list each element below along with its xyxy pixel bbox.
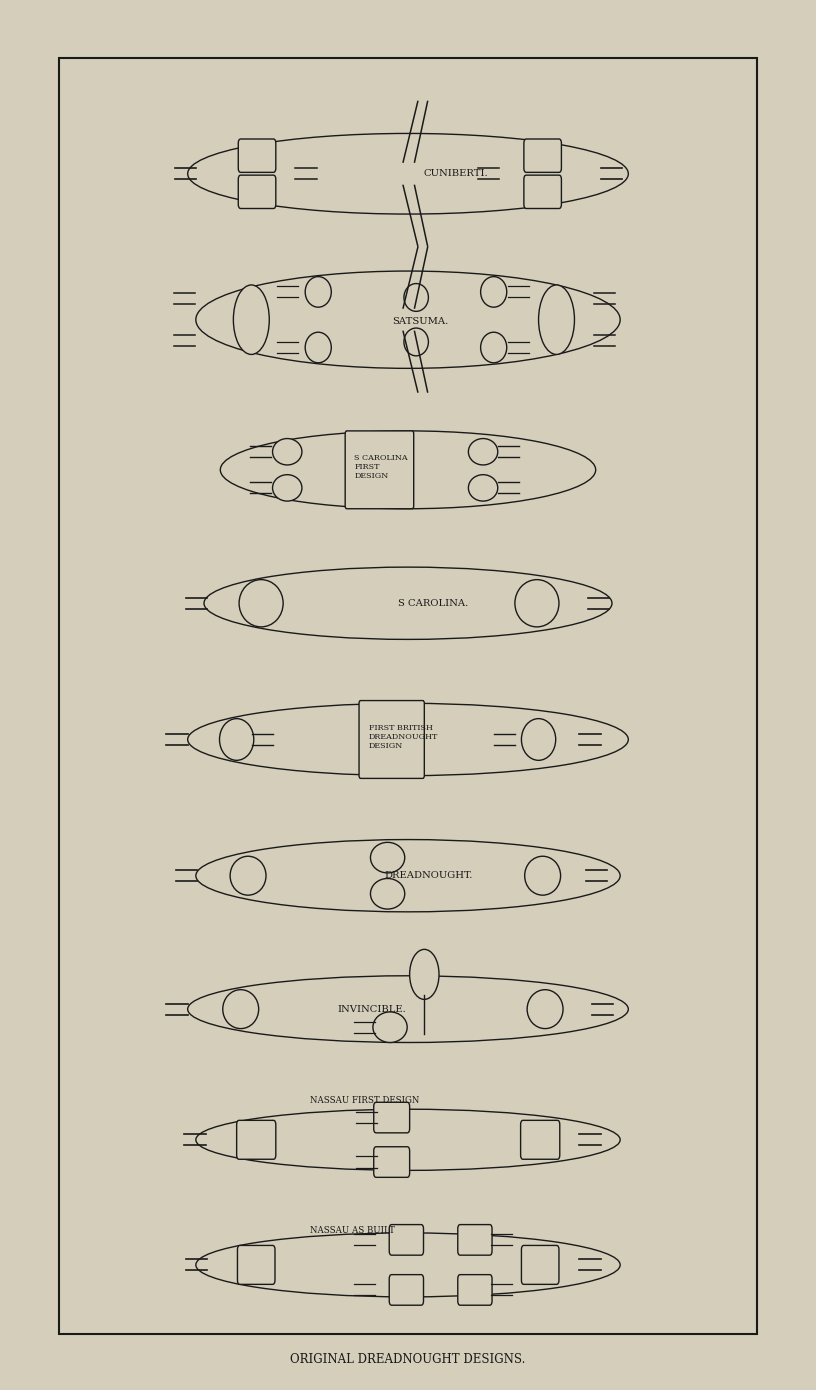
Ellipse shape xyxy=(468,439,498,466)
Text: S CAROLINA
FIRST
DESIGN: S CAROLINA FIRST DESIGN xyxy=(354,455,408,480)
FancyBboxPatch shape xyxy=(237,1245,275,1284)
Ellipse shape xyxy=(204,567,612,639)
FancyBboxPatch shape xyxy=(359,701,424,778)
FancyBboxPatch shape xyxy=(458,1275,492,1305)
FancyBboxPatch shape xyxy=(59,58,757,1334)
Ellipse shape xyxy=(273,475,302,502)
Ellipse shape xyxy=(196,1109,620,1170)
FancyBboxPatch shape xyxy=(524,175,561,208)
Ellipse shape xyxy=(515,580,559,627)
Text: NASSAU FIRST DESIGN: NASSAU FIRST DESIGN xyxy=(310,1097,419,1105)
Text: DREADNOUGHT.: DREADNOUGHT. xyxy=(384,872,472,880)
Circle shape xyxy=(410,949,439,999)
Ellipse shape xyxy=(521,719,556,760)
Text: FIRST BRITISH
DREADNOUGHT
DESIGN: FIRST BRITISH DREADNOUGHT DESIGN xyxy=(369,724,438,749)
Ellipse shape xyxy=(196,271,620,368)
Ellipse shape xyxy=(404,328,428,356)
Ellipse shape xyxy=(370,842,405,873)
Ellipse shape xyxy=(188,976,628,1042)
FancyBboxPatch shape xyxy=(345,431,414,509)
Text: SATSUMA.: SATSUMA. xyxy=(392,317,448,325)
Ellipse shape xyxy=(373,1012,407,1042)
FancyBboxPatch shape xyxy=(458,1225,492,1255)
Text: INVINCIBLE.: INVINCIBLE. xyxy=(337,1005,406,1013)
Ellipse shape xyxy=(527,990,563,1029)
Ellipse shape xyxy=(230,856,266,895)
Ellipse shape xyxy=(481,277,507,307)
Ellipse shape xyxy=(223,990,259,1029)
Ellipse shape xyxy=(305,277,331,307)
Ellipse shape xyxy=(539,285,574,354)
Text: CUNIBERTI.: CUNIBERTI. xyxy=(424,170,488,178)
FancyBboxPatch shape xyxy=(374,1147,410,1177)
Ellipse shape xyxy=(525,856,561,895)
FancyBboxPatch shape xyxy=(374,1102,410,1133)
Ellipse shape xyxy=(220,431,596,509)
Text: NASSAU AS BUILT: NASSAU AS BUILT xyxy=(310,1226,395,1234)
Ellipse shape xyxy=(305,332,331,363)
Text: S CAROLINA.: S CAROLINA. xyxy=(398,599,468,607)
Ellipse shape xyxy=(188,133,628,214)
FancyBboxPatch shape xyxy=(521,1245,559,1284)
Ellipse shape xyxy=(468,475,498,502)
Text: ORIGINAL DREADNOUGHT DESIGNS.: ORIGINAL DREADNOUGHT DESIGNS. xyxy=(290,1352,526,1366)
Ellipse shape xyxy=(370,878,405,909)
Ellipse shape xyxy=(220,719,254,760)
Ellipse shape xyxy=(404,284,428,311)
Ellipse shape xyxy=(196,1233,620,1297)
FancyBboxPatch shape xyxy=(389,1275,424,1305)
FancyBboxPatch shape xyxy=(237,1120,276,1159)
Ellipse shape xyxy=(481,332,507,363)
FancyBboxPatch shape xyxy=(238,139,276,172)
Ellipse shape xyxy=(233,285,269,354)
Ellipse shape xyxy=(273,439,302,466)
FancyBboxPatch shape xyxy=(521,1120,560,1159)
FancyBboxPatch shape xyxy=(238,175,276,208)
FancyBboxPatch shape xyxy=(389,1225,424,1255)
Ellipse shape xyxy=(188,703,628,776)
Ellipse shape xyxy=(239,580,283,627)
Ellipse shape xyxy=(196,840,620,912)
FancyBboxPatch shape xyxy=(524,139,561,172)
